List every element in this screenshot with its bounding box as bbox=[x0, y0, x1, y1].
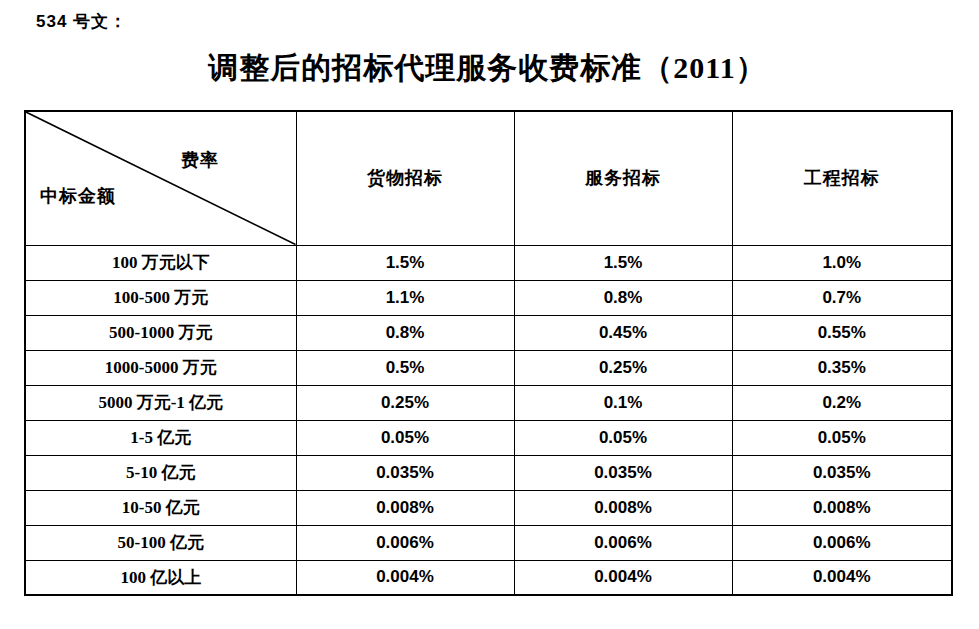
rate-cell: 0.035% bbox=[514, 455, 732, 490]
table-row: 100-500 万元 1.1% 0.8% 0.7% bbox=[25, 280, 952, 315]
rate-cell: 0.004% bbox=[296, 560, 514, 595]
rate-cell: 0.8% bbox=[514, 280, 732, 315]
rate-cell: 0.004% bbox=[514, 560, 732, 595]
corner-label-amount: 中标金额 bbox=[40, 184, 116, 208]
rate-cell: 0.35% bbox=[732, 350, 952, 385]
rate-cell: 0.55% bbox=[732, 315, 952, 350]
table-header-row: 费率 中标金额 货物招标 服务招标 工程招标 bbox=[25, 111, 952, 245]
column-header-engineering: 工程招标 bbox=[732, 111, 952, 245]
table-row: 1-5 亿元 0.05% 0.05% 0.05% bbox=[25, 420, 952, 455]
column-header-goods: 货物招标 bbox=[296, 111, 514, 245]
rate-cell: 0.7% bbox=[732, 280, 952, 315]
rate-cell: 0.05% bbox=[732, 420, 952, 455]
table-row: 1000-5000 万元 0.5% 0.25% 0.35% bbox=[25, 350, 952, 385]
rate-cell: 0.8% bbox=[296, 315, 514, 350]
rate-cell: 0.45% bbox=[514, 315, 732, 350]
rate-cell: 0.008% bbox=[514, 490, 732, 525]
table-row: 500-1000 万元 0.8% 0.45% 0.55% bbox=[25, 315, 952, 350]
rate-cell: 0.035% bbox=[732, 455, 952, 490]
corner-label-rate: 费率 bbox=[181, 148, 219, 172]
amount-range-cell: 50-100 亿元 bbox=[25, 525, 296, 560]
table-row: 100 亿以上 0.004% 0.004% 0.004% bbox=[25, 560, 952, 595]
amount-range-cell: 500-1000 万元 bbox=[25, 315, 296, 350]
rate-cell: 0.05% bbox=[514, 420, 732, 455]
table-row: 100 万元以下 1.5% 1.5% 1.0% bbox=[25, 245, 952, 280]
rate-cell: 0.006% bbox=[514, 525, 732, 560]
rate-cell: 1.5% bbox=[514, 245, 732, 280]
rate-cell: 0.5% bbox=[296, 350, 514, 385]
amount-range-cell: 100-500 万元 bbox=[25, 280, 296, 315]
rate-cell: 0.25% bbox=[296, 385, 514, 420]
rate-cell: 0.006% bbox=[296, 525, 514, 560]
table-row: 10-50 亿元 0.008% 0.008% 0.008% bbox=[25, 490, 952, 525]
rate-cell: 0.2% bbox=[732, 385, 952, 420]
amount-range-cell: 10-50 亿元 bbox=[25, 490, 296, 525]
rate-cell: 0.006% bbox=[732, 525, 952, 560]
document-page: 534 号文： 调整后的招标代理服务收费标准（2011） 费率 中标金额 货物招… bbox=[0, 0, 979, 629]
table-row: 50-100 亿元 0.006% 0.006% 0.006% bbox=[25, 525, 952, 560]
diagonal-divider-line bbox=[26, 112, 296, 245]
amount-range-cell: 5000 万元-1 亿元 bbox=[25, 385, 296, 420]
rate-cell: 0.25% bbox=[514, 350, 732, 385]
rate-cell: 0.008% bbox=[296, 490, 514, 525]
rate-cell: 0.05% bbox=[296, 420, 514, 455]
page-title: 调整后的招标代理服务收费标准（2011） bbox=[24, 48, 951, 89]
rate-cell: 0.004% bbox=[732, 560, 952, 595]
rate-cell: 1.1% bbox=[296, 280, 514, 315]
amount-range-cell: 100 万元以下 bbox=[25, 245, 296, 280]
rate-cell: 1.5% bbox=[296, 245, 514, 280]
amount-range-cell: 5-10 亿元 bbox=[25, 455, 296, 490]
doc-number-label: 534 号文： bbox=[36, 10, 127, 33]
table-row: 5-10 亿元 0.035% 0.035% 0.035% bbox=[25, 455, 952, 490]
amount-range-cell: 100 亿以上 bbox=[25, 560, 296, 595]
amount-range-cell: 1-5 亿元 bbox=[25, 420, 296, 455]
rate-cell: 0.035% bbox=[296, 455, 514, 490]
rate-cell: 1.0% bbox=[732, 245, 952, 280]
column-header-services: 服务招标 bbox=[514, 111, 732, 245]
rate-cell: 0.1% bbox=[514, 385, 732, 420]
table-row: 5000 万元-1 亿元 0.25% 0.1% 0.2% bbox=[25, 385, 952, 420]
corner-header-cell: 费率 中标金额 bbox=[25, 111, 296, 245]
fee-table: 费率 中标金额 货物招标 服务招标 工程招标 100 万元以下 1.5% 1.5… bbox=[24, 110, 953, 596]
rate-cell: 0.008% bbox=[732, 490, 952, 525]
amount-range-cell: 1000-5000 万元 bbox=[25, 350, 296, 385]
